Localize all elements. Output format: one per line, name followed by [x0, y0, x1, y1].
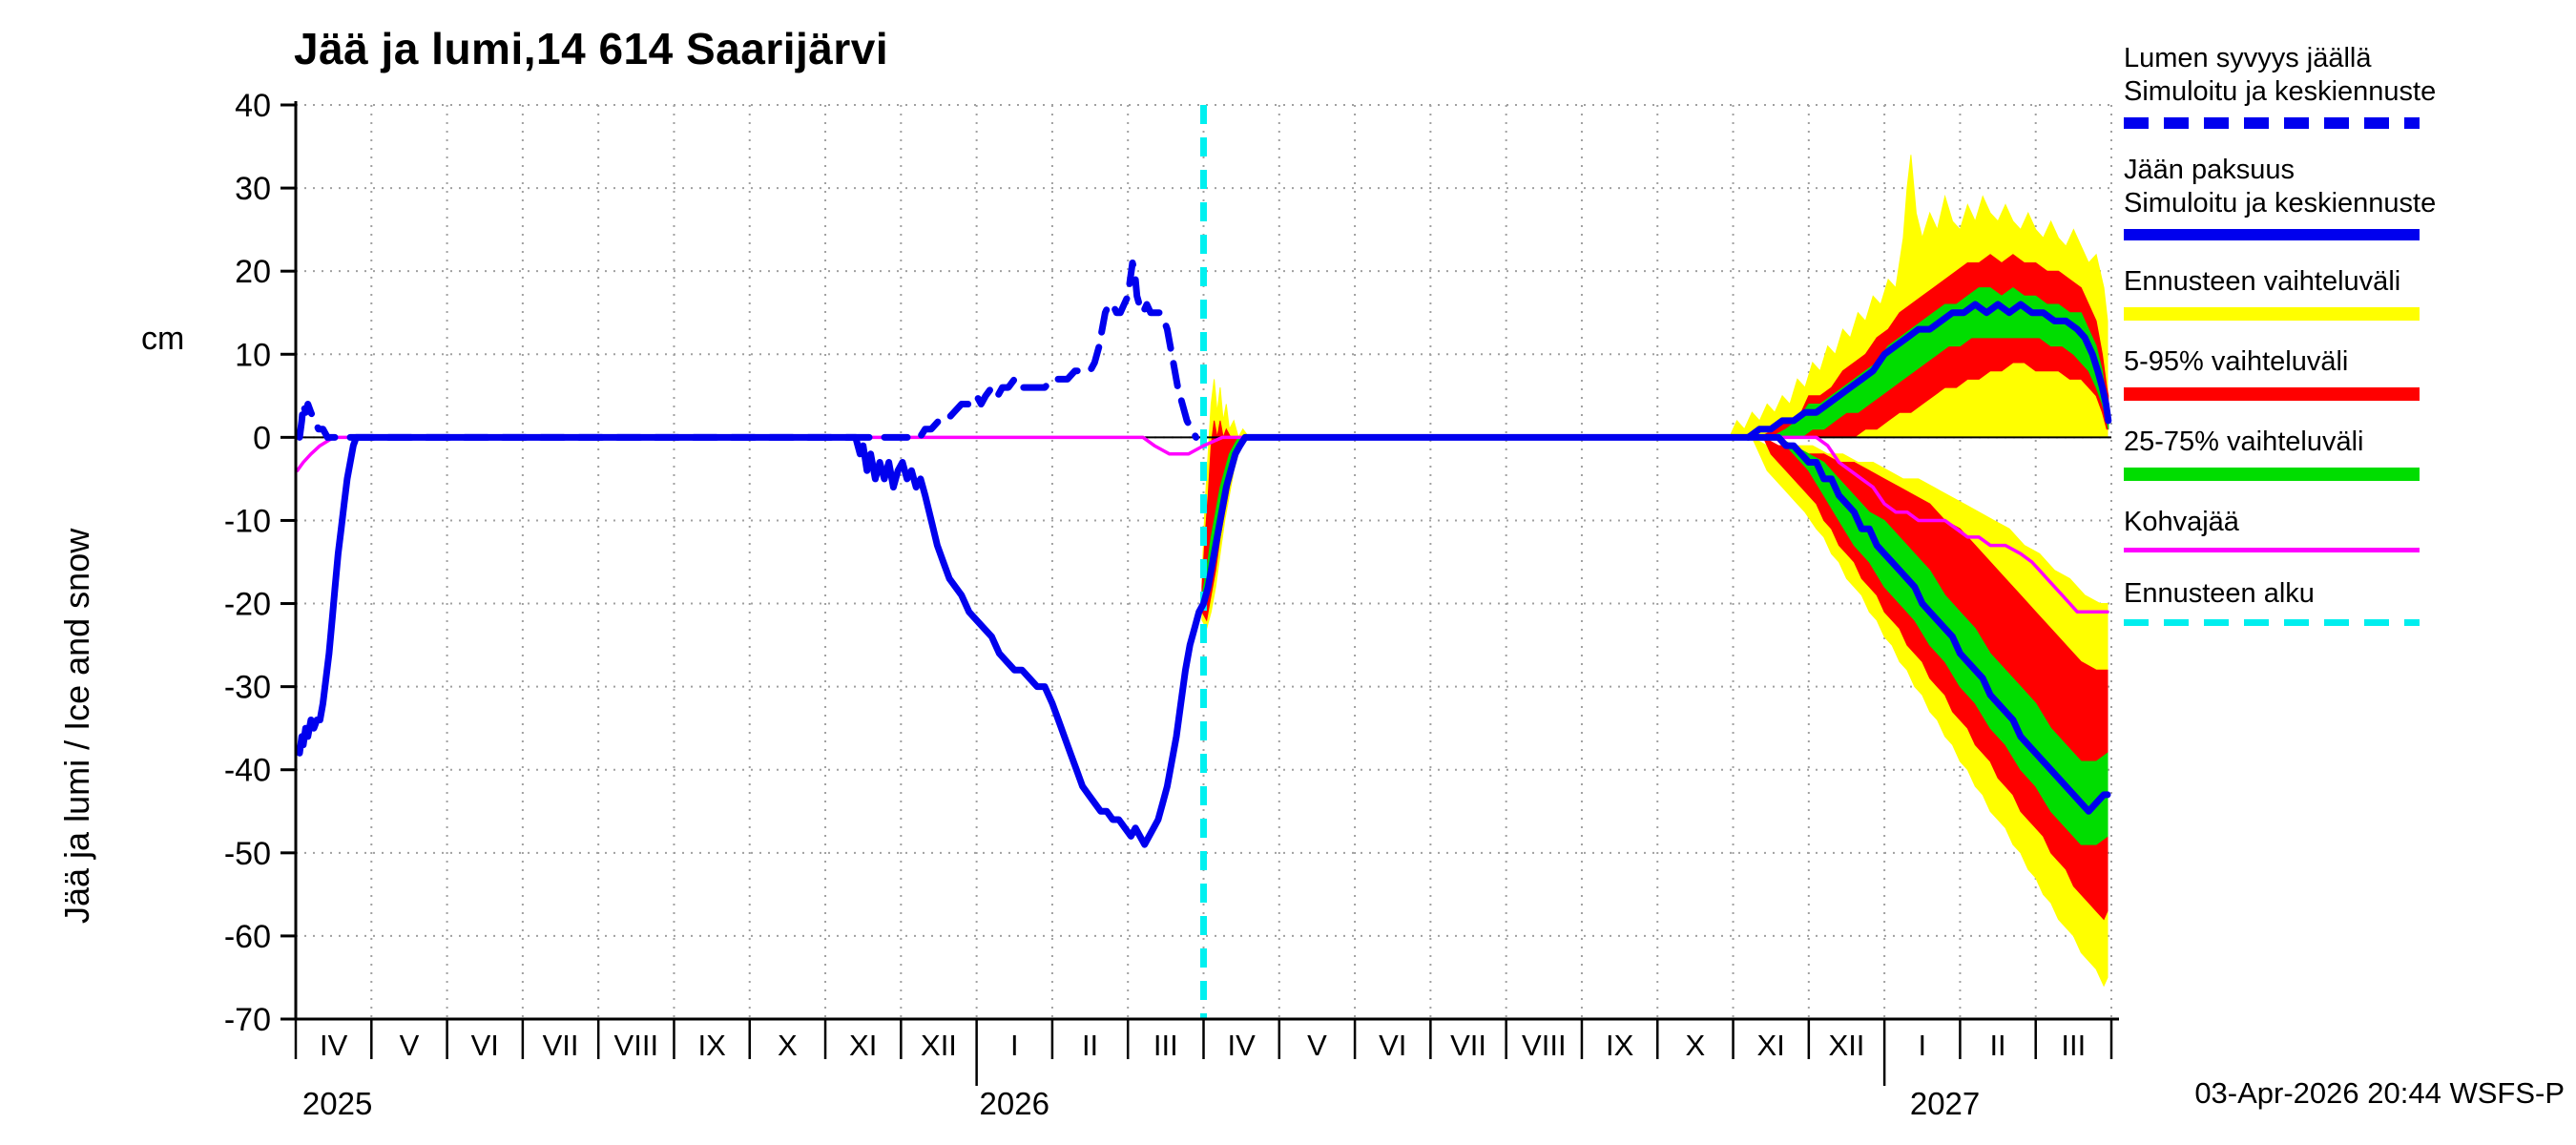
y-tick-label: -60 [224, 919, 271, 955]
month-label: VI [1379, 1029, 1406, 1062]
year-label: 2026 [980, 1086, 1049, 1121]
month-label: I [1918, 1029, 1926, 1062]
year-label: 2025 [302, 1086, 372, 1121]
month-label: IX [697, 1029, 726, 1062]
legend-sample-25-75-range-line [2124, 468, 2420, 481]
y-tick-label: -50 [224, 836, 271, 872]
y-axis-label: Jää ja lumi / Ice and snow [57, 528, 96, 924]
legend-sample-kohvajaa-line [2124, 548, 2420, 552]
series-snow-depth-forecast-mean [1744, 301, 2112, 441]
legend-label: Ennusteen vaihteluväli [2124, 266, 2401, 297]
y-axis-unit-label: cm [141, 321, 185, 357]
legend-label: Lumen syvyys jäällä [2124, 43, 2372, 73]
month-label: VI [471, 1029, 499, 1062]
month-label: V [400, 1029, 420, 1062]
legend-sample-forecast-start-line [2124, 619, 2420, 626]
legend: Lumen syvyys jäällä Simuloitu ja keskien… [2124, 42, 2572, 626]
band-winter2027-snow-full-range [1728, 155, 2109, 438]
month-label: IV [320, 1029, 348, 1062]
y-tick-label: 20 [235, 254, 271, 290]
legend-sample-forecast-range-line [2124, 307, 2420, 321]
y-tick-label: -40 [224, 753, 271, 789]
y-tick-label: -30 [224, 670, 271, 706]
month-label: V [1307, 1029, 1327, 1062]
legend-item-ice-thickness: Jään paksuus Simuloitu ja keskiennuste [2124, 154, 2572, 240]
legend-item-25-75-range: 25-75% vaihteluväli [2124, 426, 2572, 481]
legend-sample-5-95-range-line [2124, 387, 2420, 401]
series-kohvajaa [295, 435, 2109, 614]
legend-sample-ice-thickness-line [2124, 229, 2420, 240]
legend-sublabel: Simuloitu ja keskiennuste [2124, 188, 2437, 219]
legend-item-forecast-range: Ennusteen vaihteluväli [2124, 265, 2572, 321]
band-winter2027-ice-5-95 [1762, 436, 2109, 921]
year-label: 2027 [1910, 1086, 1980, 1121]
legend-item-kohvajaa: Kohvajää [2124, 506, 2572, 552]
legend-sample-snow-depth-dashed-line [2124, 117, 2420, 129]
month-label: I [1010, 1029, 1019, 1062]
y-tick-label: 30 [235, 171, 271, 207]
month-label: XII [921, 1029, 957, 1062]
legend-label: 5-95% vaihteluväli [2124, 346, 2349, 377]
month-label: IX [1606, 1029, 1634, 1062]
legend-label: Kohvajää [2124, 507, 2239, 537]
month-label: VII [1450, 1029, 1486, 1062]
month-label: XI [849, 1029, 877, 1062]
timestamp: 03-Apr-2026 20:44 WSFS-P [2194, 1076, 2565, 1110]
chart-title: Jää ja lumi,14 614 Saarijärvi [294, 24, 889, 73]
legend-label: Ennusteen alku [2124, 578, 2315, 609]
month-label: III [1153, 1029, 1178, 1062]
y-tick-label: 10 [235, 337, 271, 373]
month-label: X [1686, 1029, 1706, 1062]
month-label: XII [1829, 1029, 1865, 1062]
y-tick-label: -20 [224, 587, 271, 623]
legend-label: Jään paksuus [2124, 155, 2295, 185]
month-label: VII [543, 1029, 579, 1062]
legend-sublabel: Simuloitu ja keskiennuste [2124, 76, 2437, 107]
y-tick-label: -10 [224, 503, 271, 539]
month-label: VIII [1522, 1029, 1567, 1062]
legend-item-snow-depth: Lumen syvyys jäällä Simuloitu ja keskien… [2124, 42, 2572, 129]
month-label: VIII [614, 1029, 659, 1062]
y-tick-label: -70 [224, 1002, 271, 1038]
month-label: IV [1227, 1029, 1256, 1062]
legend-item-forecast-start: Ennusteen alku [2124, 577, 2572, 626]
month-label: III [2061, 1029, 2086, 1062]
legend-label: 25-75% vaihteluväli [2124, 427, 2364, 457]
series-snow-depth-simulated [296, 260, 1200, 441]
month-label: II [1989, 1029, 2005, 1062]
y-tick-label: 40 [235, 88, 271, 124]
band-winter2027-ice-full-range [1751, 436, 2109, 988]
y-tick-label: 0 [253, 420, 271, 456]
month-label: XI [1757, 1029, 1785, 1062]
month-label: X [778, 1029, 798, 1062]
legend-item-5-95-range: 5-95% vaihteluväli [2124, 345, 2572, 401]
series-ice-thickness-simulated-and-mean-forecast [296, 433, 2111, 848]
month-label: II [1082, 1029, 1098, 1062]
